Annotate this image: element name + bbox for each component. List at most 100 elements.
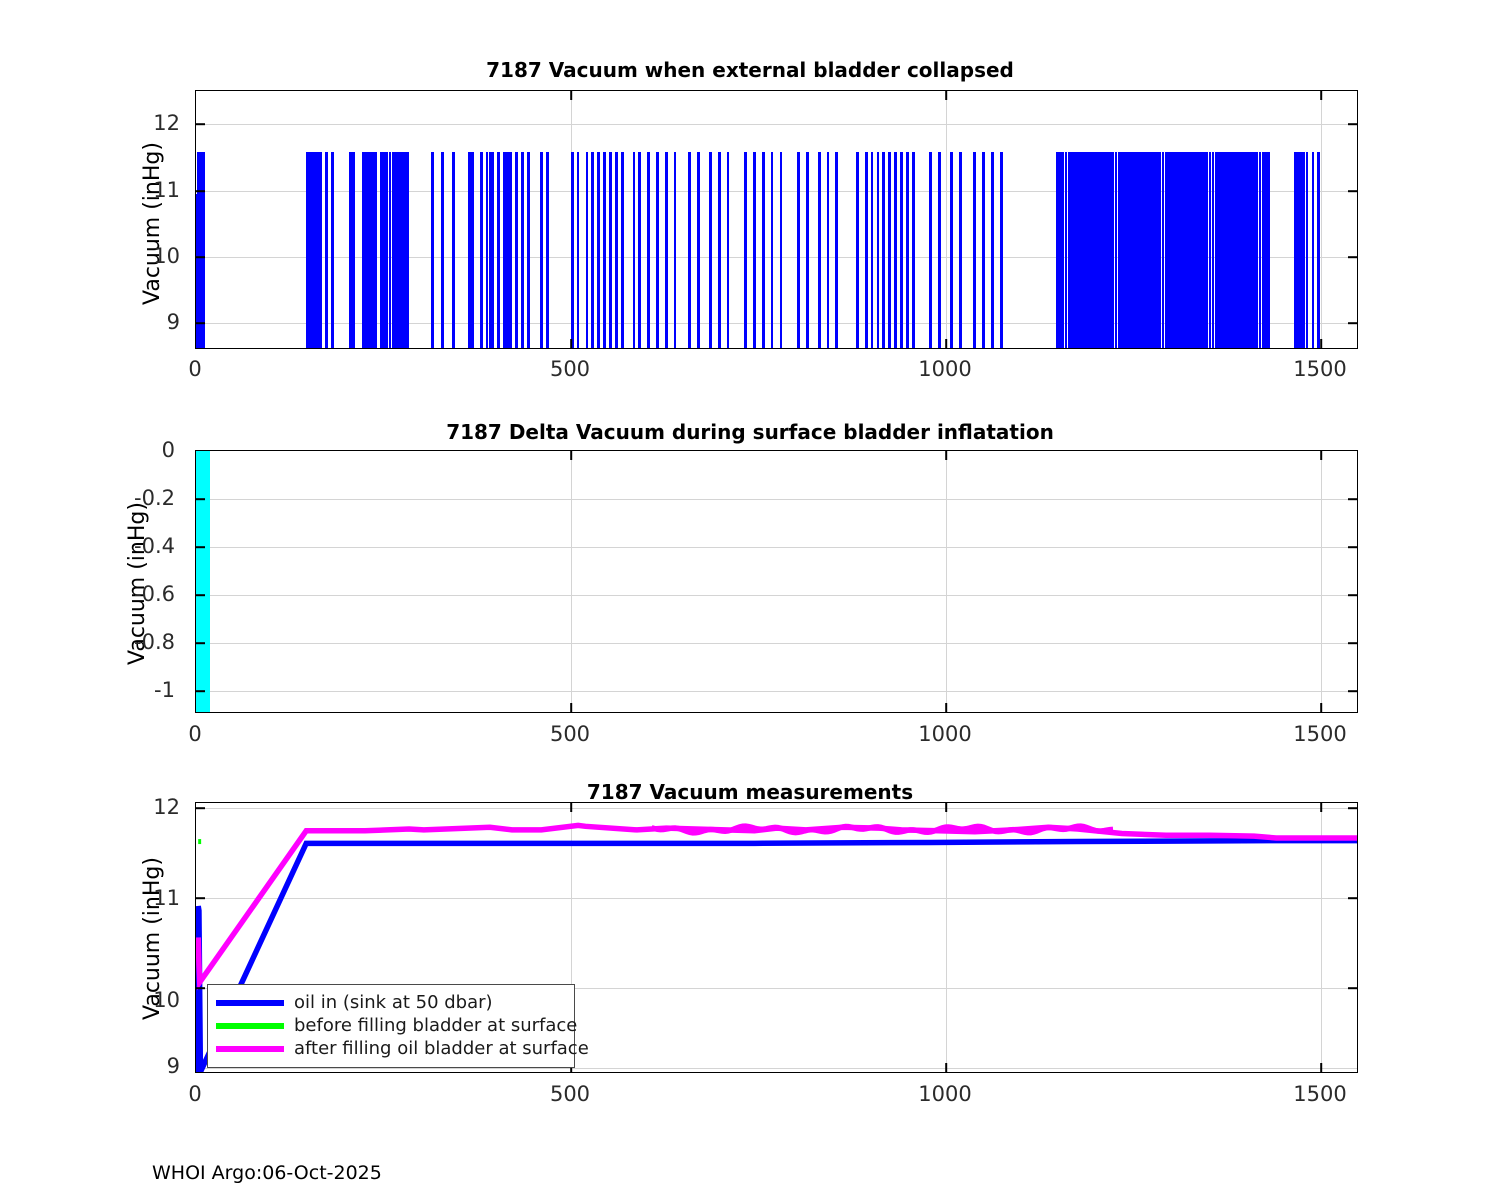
bar	[744, 152, 748, 348]
panel-2-ytick-n1: -1	[154, 678, 175, 702]
bar	[509, 152, 512, 348]
bar	[351, 152, 355, 348]
vgridline	[946, 451, 947, 712]
trace-line-noise	[650, 823, 1114, 836]
panel-2-ytick-n06: -0.6	[134, 582, 175, 606]
legend-swatch-green	[216, 1022, 284, 1029]
bar	[362, 152, 365, 348]
tick	[570, 803, 572, 812]
bar	[1167, 152, 1171, 348]
bar	[1296, 152, 1300, 348]
gridline	[196, 124, 1357, 125]
panel-1-xtick-0: 0	[188, 357, 202, 381]
bar	[1129, 152, 1133, 348]
bar	[1126, 152, 1130, 348]
bar	[1061, 152, 1065, 348]
panel-1-title: 7187 Vacuum when external bladder collap…	[486, 58, 1014, 82]
bar	[1205, 152, 1209, 348]
panel-2-xtick-500: 500	[549, 722, 591, 746]
bar	[1302, 152, 1306, 348]
bar	[1240, 152, 1244, 348]
bar	[1158, 152, 1162, 348]
bar	[1155, 152, 1159, 348]
bar	[485, 152, 489, 348]
bar	[1070, 152, 1074, 348]
bar	[373, 152, 377, 348]
bar	[894, 152, 897, 348]
tick	[1348, 594, 1357, 596]
legend-label: before filling bladder at surface	[294, 1014, 578, 1036]
bar	[761, 152, 765, 348]
bar	[1055, 152, 1059, 348]
bar	[403, 152, 407, 348]
tick	[196, 190, 205, 192]
tick	[1348, 322, 1357, 324]
bar	[545, 152, 549, 348]
legend-item-oil-in: oil in (sink at 50 dbar)	[216, 991, 564, 1014]
bar	[1161, 152, 1165, 348]
bar	[382, 152, 386, 348]
panel-2-xtick-0: 0	[188, 722, 202, 746]
legend-label: oil in (sink at 50 dbar)	[294, 991, 493, 1013]
bar	[900, 152, 903, 348]
bar	[929, 152, 933, 348]
bar	[1114, 152, 1118, 348]
panel-3-xtick-1500: 1500	[1293, 1082, 1347, 1106]
bar	[1073, 152, 1077, 348]
tick	[196, 690, 205, 692]
tick	[1348, 123, 1357, 125]
vgridline	[1321, 451, 1322, 712]
vgridline	[946, 803, 947, 1072]
bar	[199, 193, 202, 348]
bar	[982, 152, 986, 348]
bar	[620, 152, 624, 348]
bar	[431, 152, 434, 348]
bar	[864, 152, 868, 348]
tick	[196, 498, 205, 500]
bar	[1199, 152, 1203, 348]
gridline	[196, 643, 1357, 644]
panel-3-title: 7187 Vacuum measurements	[586, 780, 914, 804]
bar	[1193, 152, 1197, 348]
tick	[1348, 987, 1357, 989]
bar	[319, 152, 323, 348]
bar	[1220, 152, 1224, 348]
bar	[938, 152, 942, 348]
bar	[1255, 152, 1259, 348]
bar	[1252, 152, 1256, 348]
bar	[1311, 152, 1315, 348]
bar	[597, 152, 601, 348]
bar	[197, 193, 201, 348]
bar	[1138, 152, 1141, 348]
tick	[570, 451, 572, 460]
panel-1-xtick-1500: 1500	[1293, 357, 1347, 381]
tick	[1320, 91, 1322, 100]
panel-3-xtick-1000: 1000	[918, 1082, 972, 1106]
bar	[1223, 152, 1227, 348]
gridline	[196, 595, 1357, 596]
gridline	[196, 499, 1357, 500]
bar	[400, 152, 404, 348]
tick	[945, 1063, 947, 1072]
panel-1-ytick-12: 12	[153, 111, 180, 135]
bar	[1088, 152, 1091, 348]
bar	[797, 152, 800, 348]
gridline	[196, 808, 1357, 809]
panel-3-legend: oil in (sink at 50 dbar) before filling …	[207, 984, 589, 1068]
panel-delta-vacuum: 7187 Delta Vacuum during surface bladder…	[0, 0, 1500, 746]
bar	[441, 152, 445, 348]
tick	[1348, 807, 1357, 809]
bar	[388, 152, 392, 348]
bar	[673, 152, 677, 348]
tick	[945, 339, 947, 348]
bar	[609, 152, 612, 348]
panel-3-xtick-0: 0	[188, 1082, 202, 1106]
bar	[1261, 152, 1265, 348]
panel-3-ytick-9: 9	[166, 1054, 180, 1078]
bar	[198, 451, 202, 712]
tick	[945, 451, 947, 460]
bar	[905, 152, 909, 348]
bar	[1105, 152, 1109, 348]
bar	[202, 152, 206, 348]
tick	[1320, 1063, 1322, 1072]
